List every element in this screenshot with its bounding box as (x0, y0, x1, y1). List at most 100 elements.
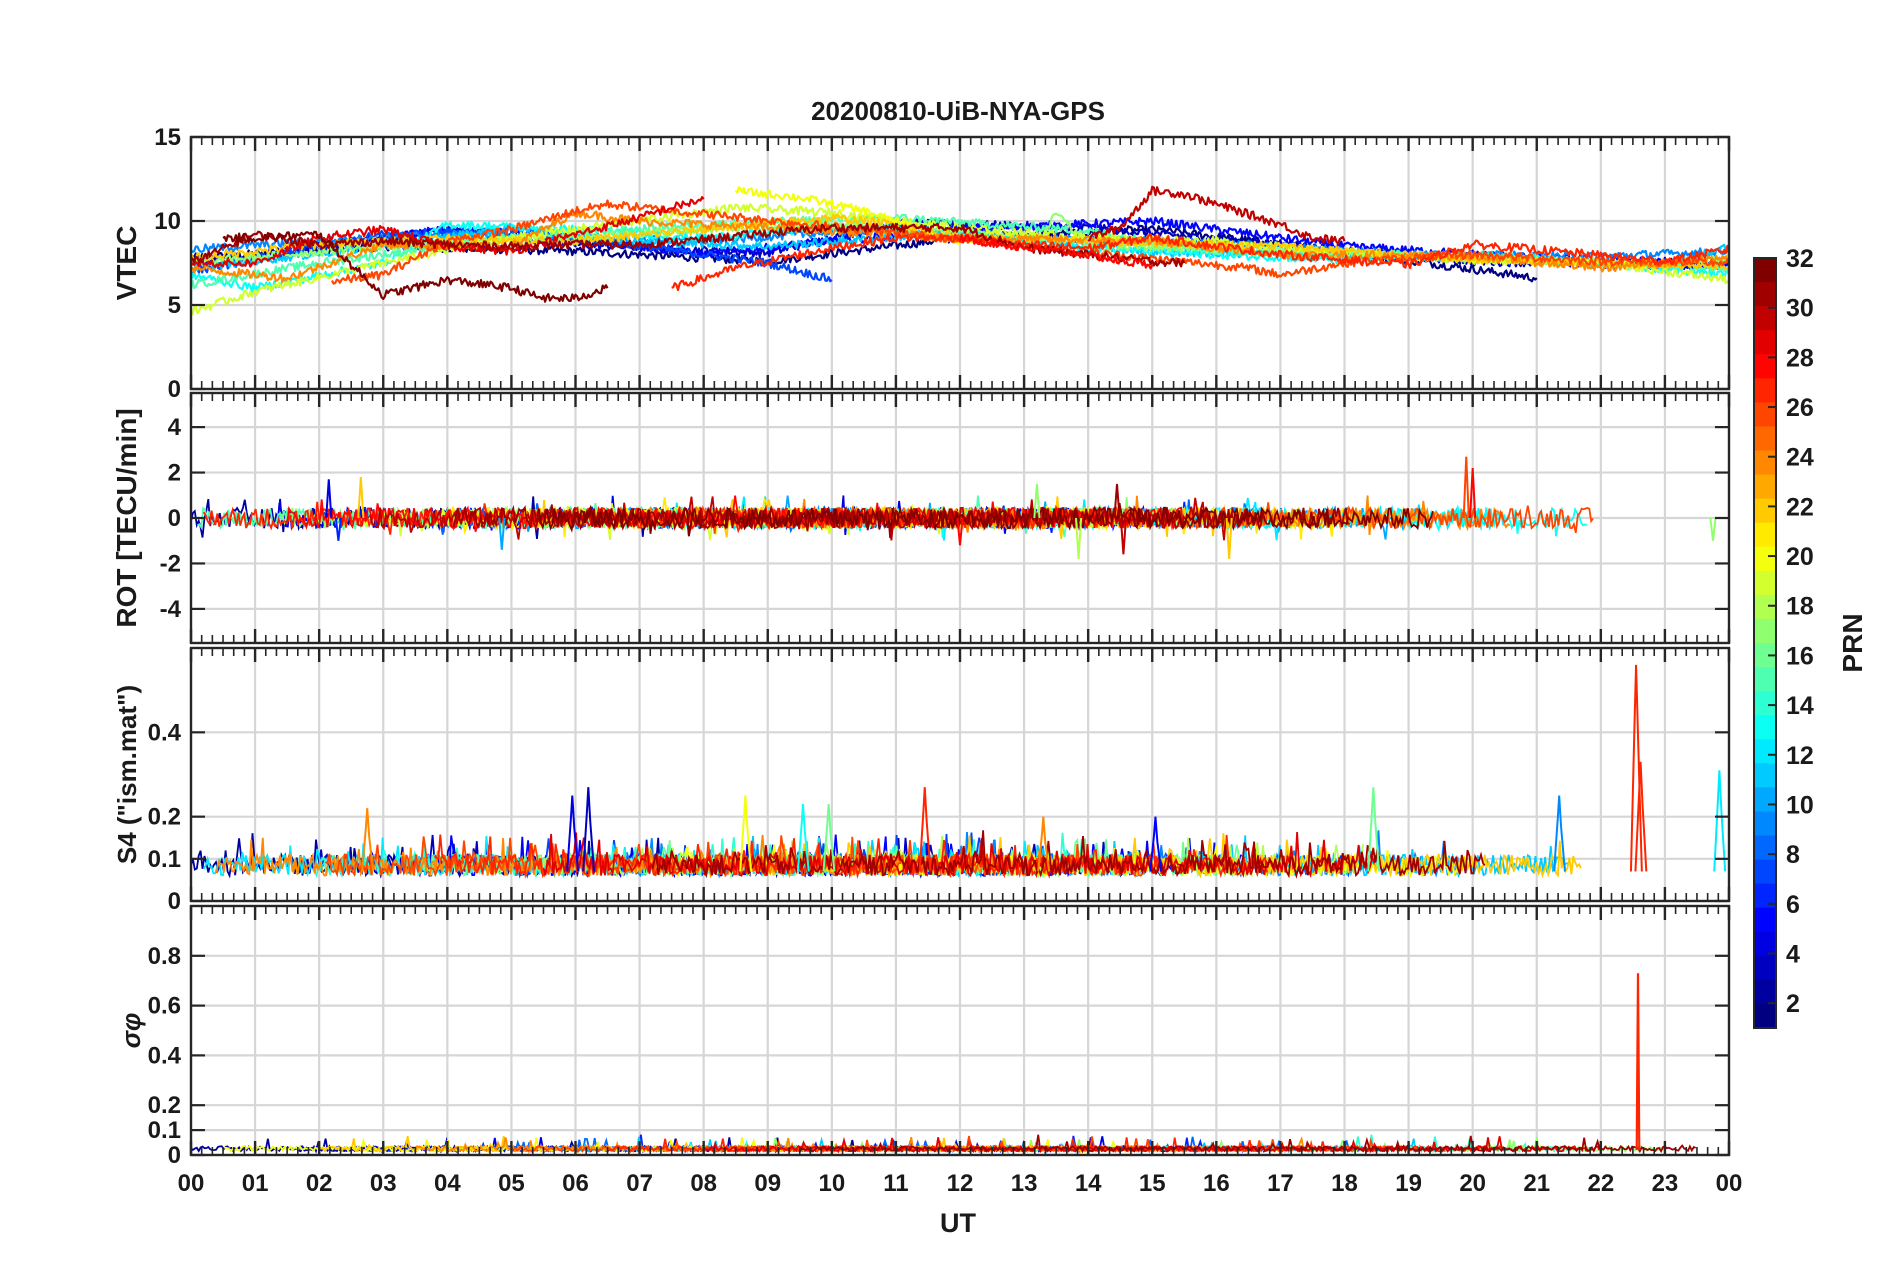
x-tick-label: 20 (1459, 1170, 1486, 1197)
rot-trace-prn-32 (536, 502, 1434, 537)
y-tick-label: 0.8 (148, 943, 181, 970)
panel-sigma_phi: 00.10.2 0.4 0.6 0.8 σφ 00 01 02 03 04 05 06 07 08 09 10… (116, 904, 1743, 1197)
x-tick-label: 07 (626, 1170, 653, 1197)
y-axis-label: ROT [TECU/min] (111, 408, 142, 627)
y-tick-label: 0.6 (148, 993, 181, 1020)
colorbar-swatch (1754, 282, 1776, 307)
x-tick-label: 02 (306, 1170, 333, 1197)
s4-peak (566, 795, 580, 872)
x-tick-label: 17 (1267, 1170, 1294, 1197)
colorbar-swatch (1754, 522, 1776, 548)
s4-peak (1037, 816, 1051, 872)
colorbar-swatch (1754, 691, 1776, 716)
s4-peak (1634, 761, 1648, 872)
s4-peak (1713, 770, 1727, 872)
colorbar-swatch (1754, 739, 1776, 764)
rot-spike (325, 479, 333, 519)
colorbar-swatch (1754, 474, 1776, 500)
x-tick-label: 01 (242, 1170, 269, 1197)
colorbar-swatch (1754, 763, 1776, 788)
x-tick-label: 00 (178, 1170, 205, 1197)
colorbar-swatch (1754, 258, 1776, 283)
colorbar-tick-label: 14 (1786, 692, 1814, 720)
colorbar-swatch (1754, 594, 1776, 620)
y-tick-label: 0.1 (148, 846, 181, 873)
s4-peak (918, 787, 932, 872)
x-tick-label: 04 (434, 1170, 461, 1197)
colorbar-swatch (1754, 354, 1776, 379)
y-axis-label: VTEC (111, 226, 142, 301)
x-tick-label: 05 (498, 1170, 525, 1197)
series-group (191, 664, 1727, 879)
y-tick-label: 5 (168, 292, 181, 319)
y-tick-label: -2 (160, 550, 181, 577)
colorbar-swatch (1754, 955, 1776, 981)
colorbar-swatch (1754, 811, 1776, 837)
colorbar-frame (1753, 257, 1777, 1029)
s4-peak (1149, 816, 1163, 872)
colorbar-tick-label: 12 (1786, 742, 1814, 770)
s4-peak (796, 803, 810, 872)
colorbar-label: PRN (1837, 613, 1868, 672)
colorbar-tick-label: 6 (1786, 891, 1800, 919)
rot-spike (1709, 517, 1717, 541)
x-tick-label: 19 (1395, 1170, 1422, 1197)
colorbar-swatch (1754, 306, 1776, 331)
colorbar-swatch (1754, 931, 1776, 957)
colorbar-swatch (1754, 907, 1776, 933)
colorbar-swatch (1754, 330, 1776, 355)
series-group (191, 456, 1717, 559)
y-tick-label: 0.2 (148, 804, 181, 831)
rot-spike (1469, 467, 1477, 519)
colorbar-tick-label: 30 (1786, 295, 1814, 323)
colorbar-swatch (1754, 1003, 1776, 1029)
colorbar-swatch (1754, 402, 1776, 428)
y-tick-label: 0.1 (148, 1117, 181, 1144)
rot-spike (1225, 517, 1233, 559)
x-tick-label: 03 (370, 1170, 397, 1197)
s4-trace-prn-31 (651, 830, 1486, 879)
rot-spike (1074, 517, 1083, 559)
x-tick-label: 18 (1331, 1170, 1358, 1197)
s4-trace-prn-27 (433, 834, 1268, 879)
s4-peak (1553, 795, 1566, 872)
colorbar-tick-label: 2 (1786, 990, 1800, 1018)
rot-spike (1462, 456, 1470, 519)
y-tick-label: 0.4 (148, 719, 182, 746)
y-tick-label: 0.2 (148, 1092, 181, 1119)
x-tick-label: 16 (1203, 1170, 1230, 1197)
y-axis-label: S4 ("ism.mat") (112, 685, 142, 864)
x-tick-label: 23 (1652, 1170, 1679, 1197)
rot-spike (498, 517, 506, 550)
colorbar-tick-label: 26 (1786, 394, 1814, 422)
y-tick-label: 0 (168, 1142, 181, 1169)
series-line-prn-19 (191, 203, 1729, 316)
x-tick-label: 00 (1716, 1170, 1743, 1197)
colorbar-tick-label: 28 (1786, 344, 1814, 372)
x-tick-label: 08 (690, 1170, 717, 1197)
colorbar-swatch (1754, 498, 1776, 524)
rot-spike (1113, 483, 1121, 519)
rot-spike (334, 517, 342, 541)
panel-vtec: 0 5 10 15 VTEC (111, 124, 1731, 403)
series-line-prn-30 (1087, 185, 1346, 245)
x-tick-label: 14 (1075, 1170, 1102, 1197)
colorbar-swatch (1754, 667, 1776, 692)
colorbar-swatch (1754, 979, 1776, 1005)
series-group (191, 185, 1729, 316)
colorbar-tick-label: 20 (1786, 543, 1814, 571)
s4-peak (361, 808, 374, 872)
colorbar-swatch (1754, 570, 1776, 596)
rot-spike (1119, 517, 1127, 555)
x-tick-label: 11 (883, 1170, 908, 1197)
colorbar-tick-label: 16 (1786, 642, 1814, 670)
y-axis-label: σφ (116, 1013, 146, 1049)
s4-peak (739, 795, 753, 872)
x-axis-label: UT (940, 1208, 976, 1238)
colorbar-tick-label: 24 (1786, 444, 1814, 472)
y-tick-label: -4 (160, 596, 182, 623)
s4-peak (1367, 787, 1381, 872)
colorbar-swatch (1754, 450, 1776, 476)
